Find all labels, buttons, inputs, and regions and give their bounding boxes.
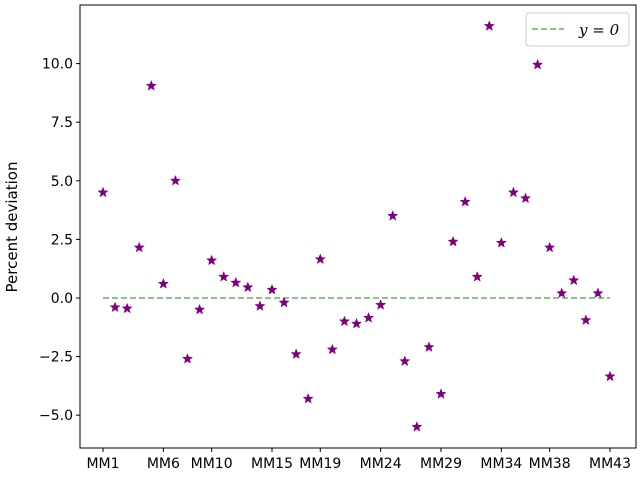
x-tick-label: MM43: [589, 456, 631, 472]
y-tick-label: −5.0: [39, 408, 73, 424]
data-point-star: [375, 299, 387, 310]
y-tick-label: 10.0: [42, 57, 73, 73]
data-point-star: [604, 370, 616, 382]
x-tick-label: MM29: [420, 456, 462, 472]
data-point-star: [133, 241, 145, 253]
legend: y = 0: [525, 12, 630, 47]
data-point-star: [459, 195, 471, 207]
data-point-star: [556, 287, 568, 299]
x-tick-label: MM6: [147, 456, 180, 472]
x-tick-label: MM34: [480, 456, 522, 472]
x-tick-label: MM19: [299, 456, 341, 472]
data-point-star: [531, 58, 544, 70]
data-point-star: [519, 192, 532, 204]
data-point-star: [206, 254, 218, 266]
data-point-star: [338, 315, 351, 327]
data-points: [97, 20, 616, 432]
y-tick-label: 5.0: [51, 174, 73, 190]
data-point-star: [592, 287, 604, 299]
x-tick-label: MM10: [191, 456, 233, 472]
legend-entry-0: y = 0: [578, 21, 620, 39]
data-point-star: [302, 392, 314, 404]
data-point-star: [254, 300, 266, 311]
legend-frame: [525, 12, 630, 47]
y-axis-label: Percent deviation: [3, 162, 21, 293]
data-point-star: [181, 353, 194, 364]
data-point-star: [568, 274, 580, 286]
data-point-star: [314, 253, 326, 265]
x-tick-label: MM38: [529, 456, 571, 472]
data-point-star: [230, 276, 242, 288]
data-point-star: [169, 174, 182, 186]
x-tick-label: MM15: [251, 456, 293, 472]
data-point-star: [242, 281, 254, 293]
data-point-star: [507, 186, 520, 198]
data-point-star: [544, 241, 556, 253]
axes: −5.0 −2.5 0.0 2.5 5.0 7.5 10.0 MM1 MM6 MM10 MM15 MM…: [39, 4, 637, 472]
data-point-star: [278, 296, 290, 308]
data-point-star: [471, 270, 483, 282]
data-point-star: [157, 278, 169, 289]
data-point-star: [145, 79, 157, 91]
y-tick-label: 0.0: [51, 291, 73, 307]
y-tick-label: 2.5: [51, 232, 73, 248]
data-point-star: [387, 210, 399, 221]
data-point-star: [193, 303, 206, 315]
data-point-star: [483, 20, 495, 31]
data-point-star: [399, 355, 411, 367]
y-tick-label: 7.5: [51, 115, 73, 131]
x-tick-label: MM1: [86, 456, 119, 472]
data-point-star: [435, 388, 447, 399]
data-point-star: [362, 312, 375, 323]
data-point-star: [266, 283, 278, 295]
axes-frame: [79, 4, 637, 449]
data-point-star: [423, 341, 435, 352]
data-point-star: [411, 420, 423, 432]
data-point-star: [218, 270, 230, 282]
data-point-star: [447, 235, 459, 247]
data-point-star: [109, 301, 121, 313]
y-tick-label: −2.5: [39, 350, 73, 366]
data-point-star: [326, 343, 338, 355]
data-point-star: [350, 317, 363, 329]
data-point-star: [580, 314, 592, 326]
data-point-star: [290, 348, 302, 360]
data-point-star: [121, 302, 133, 314]
data-point-star: [495, 237, 507, 248]
x-tick-label: MM24: [360, 456, 402, 472]
data-point-star: [97, 186, 109, 198]
